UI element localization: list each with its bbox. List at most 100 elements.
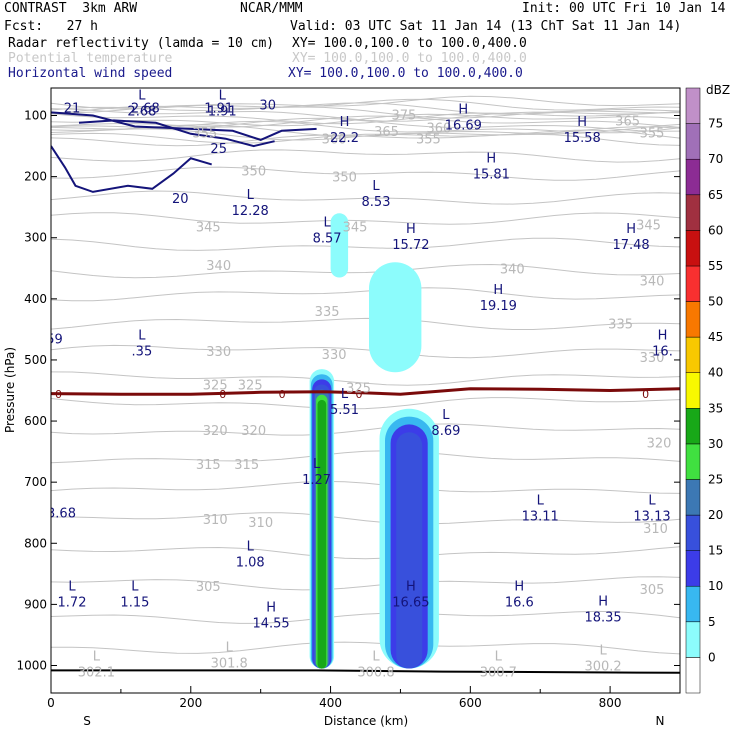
wind-extremum-value: .35: [132, 345, 153, 360]
theta-contour-label: 310: [248, 516, 273, 531]
wind-extremum-marker: L: [247, 540, 255, 555]
colorbar-tick-label: 55: [708, 259, 723, 273]
wind-extremum-value: 8.53: [362, 195, 391, 210]
wind-extremum-marker: L: [138, 89, 146, 104]
field-xy-wind: XY= 100.0,100.0 to 100.0,400.0: [288, 66, 523, 81]
colorbar-tick-label: 0: [708, 650, 716, 664]
colorbar-bin: [685, 621, 701, 658]
wind-extremum-value: 15.81: [473, 168, 510, 183]
theta-contour: [51, 610, 680, 624]
x-axis-end-north: N: [656, 714, 665, 728]
theta-contour: [51, 423, 680, 436]
colorbar-bin: [685, 408, 701, 445]
theta-contour-label: 355: [416, 133, 441, 148]
zero-line-label: 0: [279, 388, 286, 401]
wind-extremum-value: 13.13: [633, 510, 670, 525]
wind-extremum-marker: H: [406, 222, 416, 237]
wind-extremum-marker: H: [598, 595, 608, 610]
colorbar-tick-label: 30: [708, 437, 723, 451]
theta-extremum-value: 300.8: [357, 666, 394, 681]
colorbar-bin: [685, 336, 701, 373]
theta-contour: [51, 450, 680, 464]
wind-extremum-value: 1.15: [120, 595, 149, 610]
wind-extremum-value: 3.68: [47, 507, 76, 522]
theta-contour-label: 355: [640, 127, 665, 142]
theta-extremum-value: 302.1: [78, 666, 115, 681]
theta-contour-label: 320: [241, 424, 266, 439]
theta-contour-label: 355: [192, 127, 217, 142]
colorbar-bin: [685, 657, 701, 694]
colorbar-tick-label: 50: [708, 295, 723, 309]
colorbar-bin: [685, 265, 701, 302]
wind-extremum-marker: H: [266, 601, 276, 616]
colorbar-tick-label: 60: [708, 223, 723, 237]
init-time: Init: 00 UTC Fri 10 Jan 14: [522, 1, 726, 16]
theta-contour-label: 320: [647, 436, 672, 451]
theta-contour: [51, 115, 680, 128]
colorbar-bin: [685, 443, 701, 480]
colorbar-tick-label: 5: [708, 615, 716, 629]
wind-extremum-value: 16.69: [445, 119, 482, 134]
theta-contour-label: 305: [640, 583, 665, 598]
theta-contour: [51, 641, 680, 655]
wind-extremum-marker: H: [514, 579, 524, 594]
wind-extremum-marker: L: [313, 457, 321, 472]
wind-extremum-value: 8.57: [313, 232, 342, 247]
theta-extremum-value: 301.8: [211, 656, 248, 671]
field-name-wind: Horizontal wind speed: [8, 66, 173, 81]
wind-extremum-marker: H: [340, 115, 350, 130]
colorbar-bin: [685, 301, 701, 338]
theta-contour: [51, 149, 680, 163]
field-xy-theta: XY= 100.0,100.0 to 100.0,400.0: [292, 51, 527, 66]
wind-extremum-value: 1.91: [208, 105, 237, 120]
colorbar-tick-label: 70: [708, 152, 723, 166]
wind-extremum-value: 59: [46, 333, 63, 348]
wind-contour-label: 30: [259, 99, 276, 114]
theta-extremum-value: 300.7: [480, 666, 517, 681]
theta-contour-label: 360: [322, 133, 347, 148]
wind-extremum-value: 14.55: [252, 617, 289, 632]
theta-contour: [51, 576, 680, 591]
wind-extremum-value: 2.68: [127, 105, 156, 120]
terrain-line: [51, 669, 680, 674]
theta-contour-label: 320: [203, 424, 228, 439]
theta-contour: [51, 108, 680, 122]
x-axis-label: Distance (km): [324, 714, 408, 728]
colorbar-tick-label: 35: [708, 401, 723, 415]
reflectivity-cell-0-level-35: [317, 399, 327, 669]
y-tick-label: 700: [24, 475, 47, 489]
theta-contour: [51, 371, 680, 386]
theta-contour: [51, 98, 680, 114]
theta-contour-label: 340: [500, 262, 525, 277]
wind-extremum-marker: H: [458, 103, 468, 118]
colorbar-tick-label: 40: [708, 366, 723, 380]
wind-contour-label: 2.68: [131, 102, 160, 117]
theta-contour-label: 340: [640, 275, 665, 290]
field-name-theta: Potential temperature: [8, 51, 173, 66]
theta-contour-label: 330: [206, 345, 231, 360]
wind-extremum-marker: L: [138, 329, 146, 344]
colorbar-bin: [685, 158, 701, 196]
y-tick-label: 500: [24, 353, 47, 367]
wind-extremum-marker: L: [372, 179, 380, 194]
wind-extremum-value: 5.51: [330, 403, 359, 418]
theta-contour-label: 350: [241, 165, 266, 180]
theta-contour-label: 360: [426, 122, 451, 137]
field-name-reflectivity: Radar reflectivity (lamda = 10 cm): [8, 36, 275, 51]
y-tick-label: 400: [24, 292, 47, 306]
y-tick-label: 800: [24, 536, 47, 550]
field-xy-reflectivity: XY= 100.0,100.0 to 100.0,400.0: [292, 36, 527, 51]
valid-time: Valid: 03 UTC Sat 11 Jan 14 (13 ChT Sat …: [290, 19, 682, 34]
wind-extremum-marker: H: [626, 222, 636, 237]
colorbar-tick-label: 15: [708, 544, 723, 558]
colorbar-tick-label: 20: [708, 508, 723, 522]
wind-extremum-marker: L: [537, 494, 545, 509]
y-tick-label: 600: [24, 414, 47, 428]
theta-contour-label: 310: [643, 522, 668, 537]
wind-extremum-marker: L: [323, 216, 331, 231]
wind-extremum-value: 18.35: [584, 611, 621, 626]
wind-extremum-value: 12.28: [232, 204, 269, 219]
wind-extremum-value: 1.72: [58, 595, 87, 610]
colorbar-bin: [685, 230, 701, 267]
